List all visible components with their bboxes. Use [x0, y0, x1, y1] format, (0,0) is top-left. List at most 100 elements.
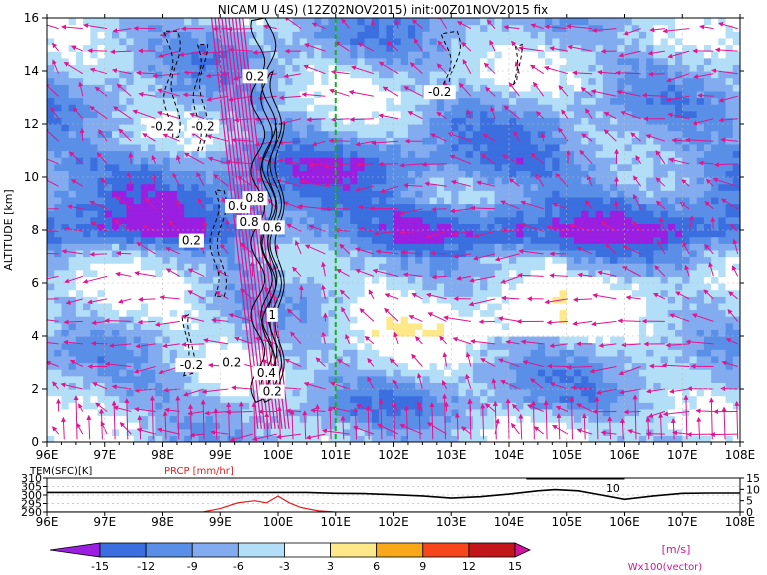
- u-cell: [559, 243, 568, 251]
- u-cell: [350, 402, 359, 410]
- u-cell: [342, 355, 351, 364]
- u-cell: [213, 296, 221, 304]
- u-cell: [314, 316, 322, 324]
- u-cell: [126, 289, 135, 297]
- u-cell: [638, 408, 647, 417]
- u-cell: [703, 322, 712, 330]
- u-cell: [213, 329, 221, 337]
- u-cell: [703, 230, 712, 238]
- u-cell: [75, 223, 84, 231]
- u-cell: [140, 382, 149, 390]
- u-cell: [530, 170, 539, 178]
- u-cell: [285, 395, 294, 403]
- u-cell: [703, 223, 712, 231]
- u-cell: [465, 389, 474, 397]
- u-cell: [162, 382, 171, 390]
- u-cell: [407, 236, 416, 244]
- u-cell: [530, 289, 539, 297]
- u-cell: [422, 110, 431, 118]
- u-cell: [588, 329, 597, 337]
- u-cell: [696, 210, 705, 218]
- u-cell: [415, 355, 423, 364]
- u-cell: [90, 236, 99, 244]
- u-cell: [415, 210, 423, 218]
- u-cell: [350, 196, 359, 205]
- u-cell: [364, 322, 373, 330]
- u-cell: [47, 236, 55, 244]
- u-cell: [234, 402, 243, 410]
- u-cell: [422, 249, 431, 258]
- u-cell: [487, 124, 496, 132]
- u-cell: [552, 130, 561, 138]
- u-cell: [342, 170, 351, 178]
- u-cell: [299, 190, 308, 198]
- u-cell: [371, 243, 380, 251]
- u-cell: [400, 382, 409, 390]
- u-cell: [227, 349, 236, 357]
- u-cell: [234, 309, 243, 317]
- u-cell: [444, 296, 452, 304]
- u-cell: [718, 223, 727, 231]
- u-cell: [725, 130, 734, 138]
- u-cell: [393, 283, 402, 291]
- u-cell: [711, 389, 719, 397]
- u-cell: [68, 236, 77, 244]
- u-cell: [451, 375, 460, 383]
- u-cell: [393, 203, 402, 211]
- u-cell: [220, 269, 229, 277]
- u-cell: [725, 329, 734, 337]
- u-cell: [54, 369, 63, 377]
- u-cell: [61, 243, 70, 251]
- u-cell: [75, 210, 84, 218]
- u-cell: [436, 203, 445, 211]
- u-cell: [631, 336, 640, 344]
- u-cell: [54, 322, 63, 330]
- u-cell: [610, 349, 618, 357]
- u-cell: [400, 316, 409, 324]
- u-cell: [155, 362, 164, 370]
- u-cell: [624, 137, 633, 145]
- u-cell: [718, 203, 727, 211]
- u-cell: [306, 196, 315, 205]
- u-cell: [429, 223, 438, 231]
- u-cell: [480, 196, 488, 205]
- u-cell: [400, 349, 409, 357]
- u-cell: [393, 389, 402, 397]
- u-cell: [588, 263, 597, 271]
- u-cell: [306, 342, 315, 350]
- u-cell: [718, 428, 727, 436]
- u-cell: [220, 302, 229, 311]
- u-cell: [581, 157, 590, 165]
- u-cell: [335, 336, 344, 344]
- u-cell: [660, 342, 669, 350]
- u-cell: [162, 415, 171, 423]
- u-cell: [400, 124, 409, 132]
- u-cell: [292, 157, 301, 165]
- u-cell: [328, 263, 337, 271]
- u-cell: [631, 375, 640, 383]
- u-cell: [47, 415, 55, 423]
- u-cell: [148, 256, 156, 264]
- u-cell: [595, 382, 604, 390]
- u-cell: [415, 269, 423, 277]
- u-cell: [241, 395, 250, 403]
- u-cell: [537, 435, 546, 442]
- u-cell: [480, 375, 488, 383]
- u-cell: [465, 263, 474, 271]
- u-cell: [314, 269, 322, 277]
- u-cell: [501, 163, 510, 171]
- u-cell: [436, 309, 445, 317]
- u-cell: [667, 170, 676, 178]
- u-cell: [552, 276, 561, 284]
- u-cell: [458, 216, 467, 224]
- u-cell: [126, 349, 135, 357]
- u-cell: [646, 210, 654, 218]
- u-cell: [711, 349, 719, 357]
- u-cell: [241, 389, 250, 397]
- u-cell: [407, 256, 416, 264]
- u-cell: [155, 375, 164, 383]
- u-cell: [732, 97, 740, 105]
- u-cell: [638, 177, 647, 185]
- u-cell: [530, 276, 539, 284]
- u-cell: [126, 163, 135, 171]
